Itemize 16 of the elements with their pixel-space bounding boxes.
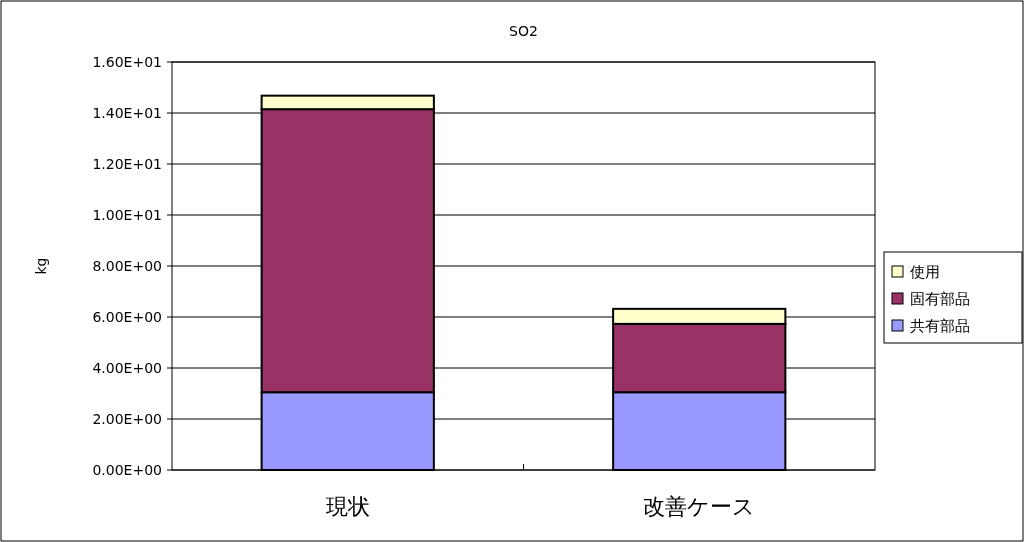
y-tick-label: 8.00E+00: [92, 258, 162, 274]
legend-label: 共有部品: [910, 317, 970, 335]
legend-label: 使用: [910, 263, 940, 281]
y-tick-label: 4.00E+00: [92, 360, 162, 376]
y-tick-label: 2.00E+00: [92, 411, 162, 427]
chart-title: SO2: [509, 23, 538, 39]
y-tick-label: 1.00E+01: [92, 207, 162, 223]
y-tick-label: 6.00E+00: [92, 309, 162, 325]
y-tick-label: 1.20E+01: [92, 156, 162, 172]
y-tick-label: 0.00E+00: [92, 462, 162, 478]
legend-label: 固有部品: [910, 290, 970, 308]
y-tick-label: 1.60E+01: [92, 54, 162, 70]
y-axis-title: kg: [33, 257, 49, 275]
y-tick-label: 1.40E+01: [92, 105, 162, 121]
x-tick-label: 改善ケース: [643, 494, 756, 519]
x-tick-label: 現状: [325, 494, 370, 519]
